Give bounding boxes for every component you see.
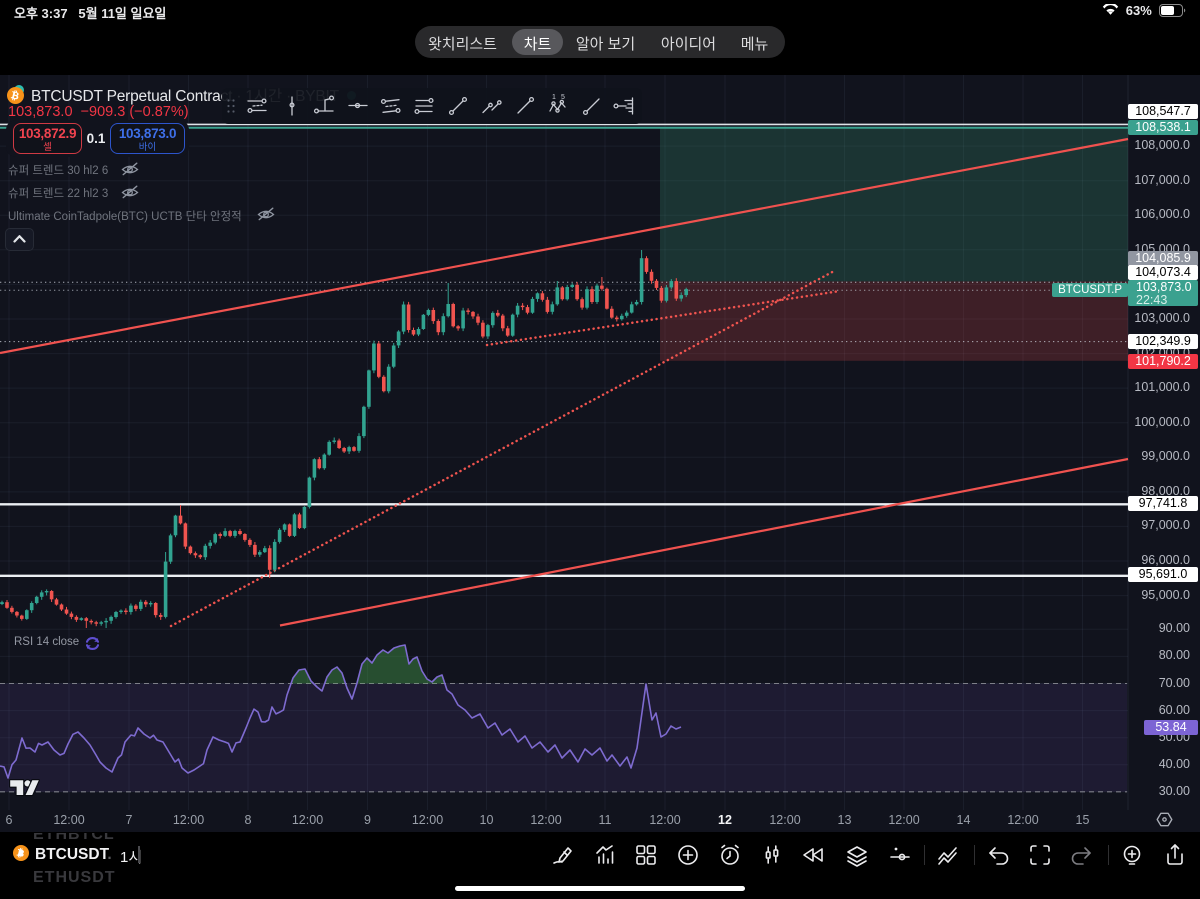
svg-text:1: 1: [552, 94, 556, 101]
svg-text:5: 5: [561, 94, 565, 101]
